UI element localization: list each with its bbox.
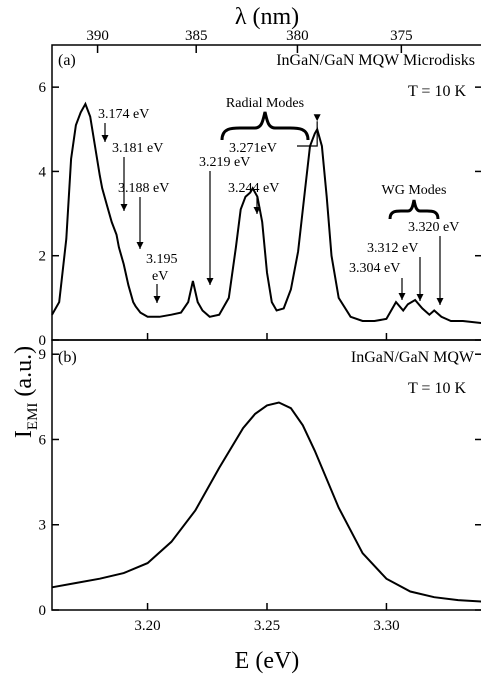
annotation-arrowhead: [120, 204, 128, 211]
panel-b-x-tick-label: 3.30: [373, 618, 399, 634]
panel-b-ticks: 0 3 6 9 3.20 3.25 3.30: [39, 347, 481, 634]
peak-annotation-label: 3.271eV: [229, 141, 277, 156]
annotation-arrowhead: [101, 135, 109, 142]
panel-b-temperature: T = 10 K: [408, 380, 467, 397]
annotation-arrowhead: [253, 207, 261, 214]
x-axis-title: E (eV): [235, 648, 300, 674]
wg-modes-brace: [388, 199, 440, 220]
annotation-arrow: [297, 121, 318, 147]
peak-annotation-label-unit: eV: [152, 269, 168, 284]
panel-a: 0 2 4 6 390 385 380 375 3.174 eV 3.181 eV 3.188 …: [39, 28, 481, 349]
y-axis-title-main: I: [11, 430, 37, 438]
top-axis-tick-label: 390: [86, 28, 109, 44]
panel-b-x-tick-label: 3.25: [254, 618, 280, 634]
peak-annotation-label: 3.312 eV: [367, 241, 418, 256]
annotation-arrowhead: [398, 293, 406, 300]
peak-annotation-label: 3.195: [146, 252, 178, 267]
peak-annotation-label: 3.304 eV: [349, 261, 400, 276]
annotation-arrowhead: [206, 278, 214, 285]
panel-b-spectrum-line: [51, 401, 481, 603]
annotation-arrowhead: [436, 298, 444, 305]
panel-b-x-tick-label: 3.20: [134, 618, 160, 634]
panel-b-label: (b): [58, 349, 77, 366]
peak-annotation-label: 3.244 eV: [228, 181, 279, 196]
panel-a-temperature: T = 10 K: [408, 83, 467, 100]
radial-modes-brace: [220, 111, 310, 141]
panel-b-y-tick-label: 9: [39, 347, 47, 363]
peak-annotation-label: 3.188 eV: [118, 181, 169, 196]
y-axis-title: IEMI (a.u.): [11, 346, 41, 438]
panel-b-y-tick-label: 3: [39, 518, 47, 534]
panel-a-title: InGaN/GaN MQW Microdisks: [276, 52, 475, 69]
annotation-arrowhead: [136, 242, 144, 249]
panel-a-y-tick-label: 4: [39, 164, 47, 180]
peak-annotation-label: 3.219 eV: [199, 155, 250, 170]
peak-annotation-label: 3.181 eV: [112, 141, 163, 156]
peak-annotation-label: 3.174 eV: [98, 107, 149, 122]
annotation-arrowhead: [153, 296, 161, 303]
panel-b: 0 3 6 9 3.20 3.25 3.30 (b) InGaN/GaN MQW T = 1…: [39, 339, 481, 634]
top-axis-tick-label: 380: [286, 28, 309, 44]
panel-a-top-ticks: 390 385 380 375: [86, 28, 413, 53]
top-axis-title: λ (nm): [235, 4, 299, 30]
panel-a-y-tick-label: 2: [39, 249, 47, 265]
peak-annotation-label: 3.320 eV: [408, 220, 459, 235]
panel-a-label: (a): [58, 52, 76, 69]
panel-a-y-tick-label: 0: [39, 333, 47, 349]
wg-modes-label: WG Modes: [382, 183, 447, 198]
annotation-arrowhead: [313, 114, 321, 122]
y-axis-title-sub: EMI: [25, 403, 41, 431]
panel-b-title: InGaN/GaN MQW: [351, 349, 475, 366]
y-axis-title-unit: (a.u.): [11, 346, 37, 403]
top-axis-tick-label: 375: [390, 28, 413, 44]
annotation-arrowhead: [416, 294, 424, 301]
panel-b-y-tick-label: 6: [39, 432, 47, 448]
panel-a-y-tick-label: 6: [39, 80, 47, 96]
panel-b-y-tick-label: 0: [39, 603, 47, 619]
panel-a-spectrum-line: [51, 101, 481, 324]
radial-modes-label: Radial Modes: [226, 96, 304, 111]
top-axis-tick-label: 385: [185, 28, 208, 44]
